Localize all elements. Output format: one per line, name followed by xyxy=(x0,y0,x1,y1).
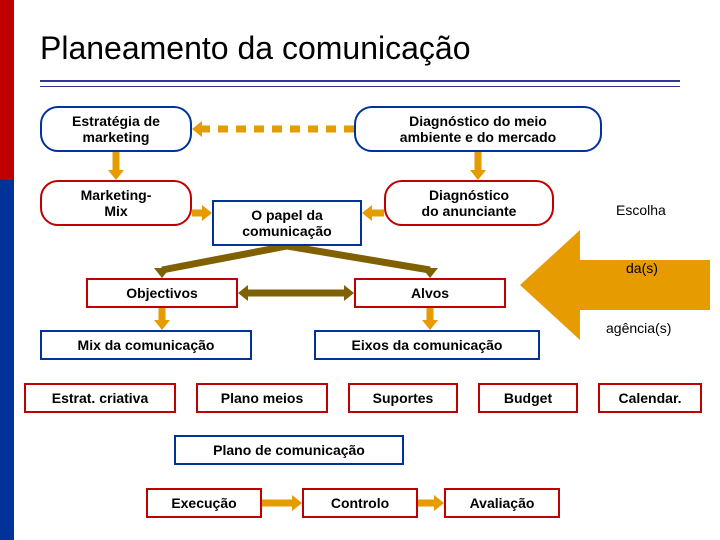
node-eixos: Eixos da comunicação xyxy=(314,330,540,360)
agency-text-3: agência(s) xyxy=(606,320,671,336)
node-estratCri: Estrat. criativa xyxy=(24,383,176,413)
page-title: Planeamento da comunicação xyxy=(40,30,471,67)
node-estrategia: Estratégia demarketing xyxy=(40,106,192,152)
node-controlo: Controlo xyxy=(302,488,418,518)
title-rule-1 xyxy=(40,80,680,82)
node-mktMix: Marketing-Mix xyxy=(40,180,192,226)
node-execucao: Execução xyxy=(146,488,262,518)
node-mixCom: Mix da comunicação xyxy=(40,330,252,360)
node-alvos: Alvos xyxy=(354,278,506,308)
title-rule-2 xyxy=(40,86,680,87)
node-papel: O papel dacomunicação xyxy=(212,200,362,246)
node-diagAnun: Diagnósticodo anunciante xyxy=(384,180,554,226)
node-suportes: Suportes xyxy=(348,383,458,413)
node-planoMeios: Plano meios xyxy=(196,383,328,413)
node-planoCom: Plano de comunicação xyxy=(174,435,404,465)
agency-text-1: Escolha xyxy=(616,202,666,218)
node-calendar: Calendar. xyxy=(598,383,702,413)
node-diagMeio: Diagnóstico do meioambiente e do mercado xyxy=(354,106,602,152)
node-budget: Budget xyxy=(478,383,578,413)
left-accent-bar xyxy=(0,0,14,540)
node-objectivos: Objectivos xyxy=(86,278,238,308)
agency-text-2: da(s) xyxy=(626,260,658,276)
node-avaliacao: Avaliação xyxy=(444,488,560,518)
